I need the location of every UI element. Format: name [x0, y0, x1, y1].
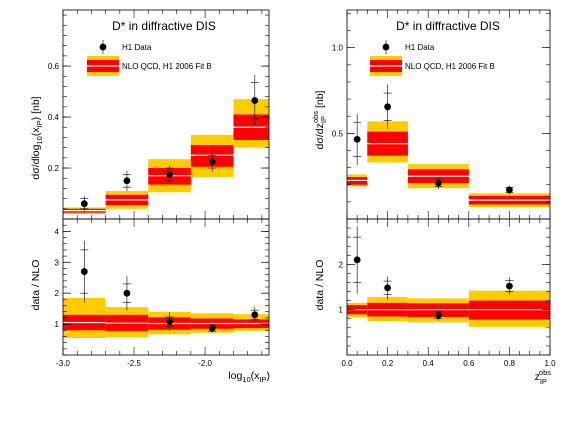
data-point-2 — [166, 170, 173, 178]
y-tick-label: 0.6 — [48, 62, 60, 71]
x-tick-label: 1.0 — [544, 359, 556, 368]
x-tick-label: -2.0 — [198, 359, 212, 368]
x-tick-label: -2.5 — [127, 359, 141, 368]
left-top-ylabel: dσ/dlog10(xIP) [nb] — [30, 96, 44, 179]
right-top-ylabel: dσ/dzIPobs [nb] — [311, 90, 328, 149]
x-tick-label: 0.6 — [463, 359, 475, 368]
left-xlabel: log10(xIP) — [228, 370, 270, 384]
dsigma-dlogxip-panel: 0.2 0.4 0.6 H1 Data NLO QCD, H1 2006 Fit B — [48, 9, 270, 220]
data-point-3 — [506, 186, 513, 194]
x-tick-label: 0.0 — [341, 359, 353, 368]
x-tick-label: 0.8 — [504, 359, 516, 368]
legend-data-label: H1 Data — [122, 43, 152, 52]
left-title: D* in diffractive DIS — [112, 19, 216, 33]
data-point-0 — [80, 268, 88, 275]
data-point-4 — [251, 311, 259, 319]
y-tick-label: 4 — [55, 227, 60, 236]
x-tick-label: 0.2 — [382, 359, 394, 368]
legend-data-marker — [382, 43, 390, 51]
right-xlabel: zIPobs — [535, 368, 552, 386]
data-point-2 — [434, 311, 442, 319]
x-tick-label: -3.0 — [56, 359, 70, 368]
y-tick-label: 1 — [55, 320, 60, 329]
legend-data-label: H1 Data — [405, 43, 435, 52]
data-point-2 — [166, 318, 173, 326]
x-tick-label: 0.4 — [423, 359, 435, 368]
y-tick-label: 1 — [339, 306, 344, 315]
y-tick-label: 0.2 — [48, 164, 60, 173]
data-point-1 — [384, 284, 391, 292]
data-point-1 — [123, 177, 131, 185]
data-point-0 — [353, 135, 361, 143]
right-bottom-ylabel: data / NLO — [314, 260, 326, 311]
y-tick-label: 0.5 — [332, 129, 344, 138]
data-point-2 — [434, 179, 442, 187]
legend-model-label: NLO QCD, H1 2006 Fit B — [405, 62, 495, 71]
data-point-3 — [208, 324, 216, 332]
data-point-3 — [506, 282, 513, 290]
panel-frame — [346, 218, 551, 356]
data-point-0 — [353, 256, 361, 264]
y-tick-label: 0.4 — [48, 113, 60, 122]
data-point-0 — [80, 200, 88, 208]
legend-data-marker — [99, 43, 107, 51]
data-point-3 — [208, 158, 216, 166]
y-tick-label: 2 — [339, 260, 344, 269]
y-tick-label: 3 — [55, 258, 60, 267]
data-point-1 — [123, 289, 131, 297]
legend-model-label: NLO QCD, H1 2006 Fit B — [122, 62, 212, 71]
y-tick-label: 1.0 — [332, 44, 344, 53]
ratio-logxip-panel: 1 2 3 4 -3.0 -2.5 -2.0 — [55, 218, 270, 368]
y-tick-label: 2 — [55, 289, 60, 298]
right-title: D* in diffractive DIS — [396, 19, 500, 33]
ratio-zip-panel: 1 2 0.0 0.2 0.4 0.6 0.8 1.0 — [339, 218, 556, 368]
dsigma-dzip-panel: 0.5 1.0 H1 Data NLO QCD, H1 2006 Fit B — [332, 9, 551, 220]
data-point-1 — [384, 103, 391, 111]
left-bottom-ylabel: data / NLO — [30, 260, 42, 311]
data-point-4 — [251, 97, 259, 104]
